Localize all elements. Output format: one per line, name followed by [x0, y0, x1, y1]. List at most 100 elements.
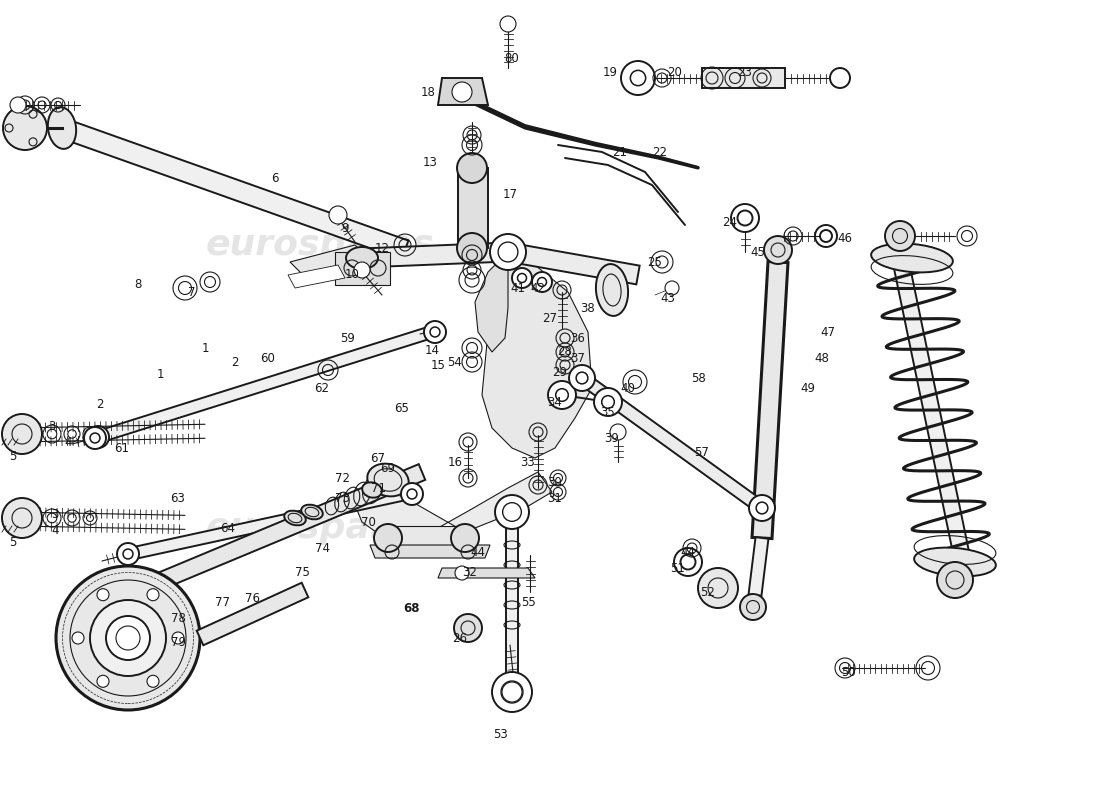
- Circle shape: [374, 524, 401, 552]
- Polygon shape: [482, 252, 592, 458]
- Polygon shape: [506, 528, 518, 682]
- Polygon shape: [458, 168, 488, 248]
- Circle shape: [329, 206, 346, 224]
- Text: 79: 79: [170, 635, 186, 649]
- Polygon shape: [579, 373, 766, 514]
- Text: 39: 39: [605, 431, 619, 445]
- Text: 20: 20: [668, 66, 682, 78]
- Text: 57: 57: [694, 446, 710, 458]
- Text: 78: 78: [170, 611, 186, 625]
- Text: 8: 8: [134, 278, 142, 291]
- Text: 15: 15: [430, 358, 446, 371]
- Text: 19: 19: [603, 66, 617, 78]
- Text: 45: 45: [750, 246, 766, 258]
- Text: 47: 47: [821, 326, 836, 338]
- Text: 37: 37: [571, 351, 585, 365]
- Text: 24: 24: [723, 215, 737, 229]
- Polygon shape: [288, 265, 345, 288]
- Text: 46: 46: [837, 231, 852, 245]
- Text: 1: 1: [156, 369, 164, 382]
- Circle shape: [10, 97, 26, 113]
- Circle shape: [97, 675, 109, 687]
- Text: 60: 60: [261, 351, 275, 365]
- Circle shape: [56, 566, 200, 710]
- Text: 77: 77: [214, 595, 230, 609]
- Circle shape: [172, 632, 184, 644]
- Ellipse shape: [301, 505, 322, 519]
- Circle shape: [451, 524, 478, 552]
- Text: 75: 75: [295, 566, 309, 578]
- Polygon shape: [290, 245, 375, 282]
- Text: 13: 13: [422, 155, 438, 169]
- Circle shape: [402, 483, 424, 505]
- Circle shape: [548, 381, 576, 409]
- Circle shape: [500, 16, 516, 32]
- Polygon shape: [752, 262, 788, 538]
- Polygon shape: [370, 545, 490, 558]
- Circle shape: [886, 221, 915, 251]
- Circle shape: [749, 495, 775, 521]
- Text: 26: 26: [452, 631, 468, 645]
- Text: 70: 70: [361, 515, 375, 529]
- Polygon shape: [58, 118, 408, 259]
- Circle shape: [594, 388, 621, 416]
- Polygon shape: [748, 538, 769, 596]
- Polygon shape: [506, 242, 640, 284]
- Ellipse shape: [596, 264, 628, 316]
- Text: 80: 80: [505, 51, 519, 65]
- Polygon shape: [197, 582, 308, 646]
- Text: 18: 18: [420, 86, 436, 98]
- Text: 49: 49: [801, 382, 815, 394]
- Text: 17: 17: [503, 189, 517, 202]
- Polygon shape: [362, 242, 508, 267]
- Circle shape: [456, 153, 487, 183]
- Circle shape: [740, 594, 766, 620]
- Circle shape: [456, 233, 487, 263]
- Text: 58: 58: [691, 371, 705, 385]
- Polygon shape: [388, 526, 465, 550]
- Polygon shape: [702, 68, 785, 88]
- Text: 54: 54: [448, 355, 462, 369]
- Text: 52: 52: [701, 586, 715, 598]
- Text: 27: 27: [542, 311, 558, 325]
- Circle shape: [621, 61, 654, 95]
- Circle shape: [495, 495, 529, 529]
- Text: 32: 32: [463, 566, 477, 578]
- Text: 25: 25: [648, 255, 662, 269]
- Text: 53: 53: [493, 729, 507, 742]
- Circle shape: [455, 566, 469, 580]
- Text: 65: 65: [395, 402, 409, 414]
- Text: 43: 43: [661, 291, 675, 305]
- Text: 4: 4: [64, 435, 72, 449]
- Circle shape: [830, 68, 850, 88]
- Text: 28: 28: [558, 346, 572, 358]
- Text: 44: 44: [681, 546, 695, 558]
- Text: 12: 12: [374, 242, 389, 254]
- Text: 1: 1: [201, 342, 209, 354]
- Text: 61: 61: [114, 442, 130, 454]
- Ellipse shape: [284, 510, 306, 526]
- Polygon shape: [475, 252, 508, 352]
- Text: 34: 34: [548, 395, 562, 409]
- Circle shape: [87, 426, 109, 448]
- Text: 71: 71: [371, 482, 385, 494]
- Circle shape: [569, 365, 595, 391]
- Text: 21: 21: [613, 146, 627, 158]
- Text: 9: 9: [341, 222, 349, 234]
- Polygon shape: [438, 568, 535, 578]
- Circle shape: [512, 268, 532, 288]
- Circle shape: [610, 424, 626, 440]
- Circle shape: [2, 414, 42, 454]
- Text: 5: 5: [9, 450, 16, 463]
- Text: 10: 10: [344, 269, 360, 282]
- Circle shape: [698, 568, 738, 608]
- Text: 30: 30: [548, 475, 562, 489]
- Text: 55: 55: [520, 595, 536, 609]
- Polygon shape: [352, 258, 372, 278]
- Circle shape: [147, 589, 160, 601]
- Text: 23: 23: [738, 66, 752, 78]
- Circle shape: [666, 281, 679, 295]
- Text: 3: 3: [52, 509, 58, 522]
- Text: 41: 41: [510, 282, 526, 294]
- Circle shape: [490, 234, 526, 270]
